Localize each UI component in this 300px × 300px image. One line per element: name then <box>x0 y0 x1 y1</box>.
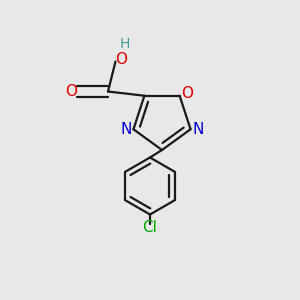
Text: N: N <box>192 122 204 137</box>
Text: O: O <box>181 86 193 101</box>
Text: N: N <box>120 122 132 137</box>
Text: Cl: Cl <box>142 220 158 236</box>
Text: O: O <box>115 52 127 68</box>
Text: H: H <box>119 37 130 50</box>
Text: O: O <box>65 84 77 99</box>
